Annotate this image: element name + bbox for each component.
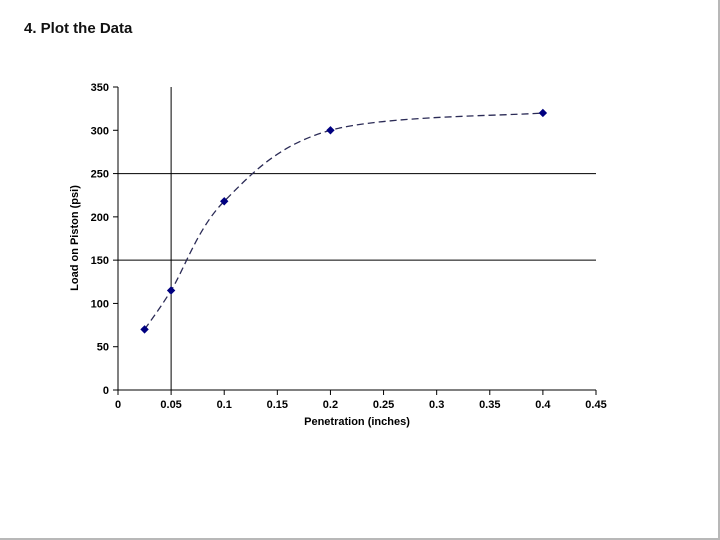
x-tick-label: 0.15 — [267, 399, 288, 411]
x-tick-label: 0.4 — [535, 399, 551, 411]
data-point-marker — [326, 126, 335, 135]
chart-plot-area: 0 50 100 150 200 250 300 350 0 0.05 0.1 0.15 0.2 0.25… — [91, 82, 607, 411]
series-line — [144, 112, 543, 330]
y-tick-label: 300 — [91, 125, 109, 137]
slide-title: 4. Plot the Data — [24, 20, 133, 37]
y-tick-label: 100 — [91, 298, 109, 310]
x-tick-label: 0.05 — [160, 399, 181, 411]
x-tick-label: 0.25 — [373, 399, 394, 411]
x-tick-label: 0 — [115, 399, 121, 411]
x-axis-label: Penetration (inches) — [304, 416, 410, 428]
y-tick-label: 350 — [91, 82, 109, 94]
y-tick-label: 250 — [91, 169, 109, 181]
x-tick-label: 0.3 — [429, 399, 444, 411]
x-tick-label: 0.1 — [217, 399, 232, 411]
y-tick-label: 150 — [91, 255, 109, 267]
data-point-marker — [140, 325, 149, 334]
y-tick-label: 200 — [91, 212, 109, 224]
x-tick-label: 0.45 — [585, 399, 606, 411]
data-point-marker — [220, 197, 229, 206]
data-point-marker — [166, 286, 176, 295]
data-point-marker — [538, 108, 548, 118]
x-tick-label: 0.35 — [479, 399, 500, 411]
y-tick-label: 0 — [103, 385, 109, 397]
y-axis-label: Load on Piston (psi) — [69, 185, 81, 291]
y-tick-label: 50 — [97, 342, 109, 354]
x-tick-label: 0.2 — [323, 399, 338, 411]
